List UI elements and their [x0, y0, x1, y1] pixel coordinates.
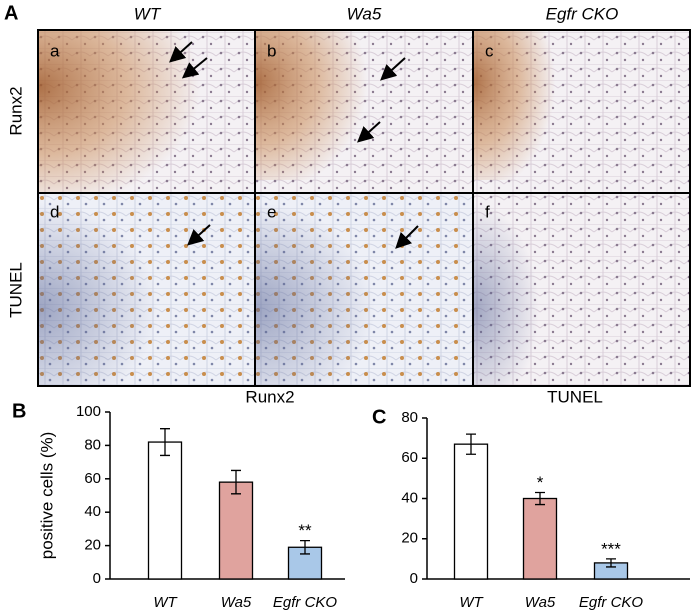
column-header: Wa5 [347, 4, 382, 23]
x-tick-label: WT [153, 594, 178, 611]
subpanel-label: a [50, 41, 60, 60]
chart-title: Runx2 [245, 387, 294, 406]
panel-label: C [372, 406, 386, 428]
y-tick-label: 40 [84, 503, 101, 520]
error-bar [535, 491, 545, 506]
subpanel-label: b [267, 41, 276, 60]
micrographs [37, 29, 691, 387]
subpanel-label: c [485, 41, 494, 60]
bar [453, 443, 489, 580]
y-tick-label: 80 [84, 436, 101, 453]
significance-marker: ** [298, 521, 312, 540]
significance-marker: *** [601, 539, 621, 558]
bar [147, 441, 183, 580]
y-tick-label: 0 [93, 570, 101, 587]
column-header: Egfr CKO [546, 4, 619, 23]
bar [522, 497, 558, 580]
x-tick-label: Wa5 [525, 594, 556, 611]
y-tick-label: 20 [84, 537, 101, 554]
arrows [169, 41, 419, 249]
x-tick-label: Egfr CKO [579, 594, 644, 611]
chart-title: TUNEL [547, 387, 603, 406]
x-tick-label: WT [459, 594, 484, 611]
error-bar [160, 428, 170, 457]
y-axis-label: positive cells (%) [37, 432, 56, 560]
y-tick-label: 100 [76, 403, 101, 420]
y-tick-label: 40 [401, 489, 418, 506]
error-bar [466, 433, 476, 455]
row-label: TUNEL [6, 262, 25, 318]
y-tick-label: 80 [401, 409, 418, 426]
y-tick-label: 60 [84, 470, 101, 487]
y-tick-label: 60 [401, 449, 418, 466]
panel-label: B [12, 400, 26, 422]
error-bar [606, 558, 616, 568]
column-header: WT [134, 4, 162, 23]
x-tick-label: Wa5 [221, 594, 252, 611]
significance-marker: * [537, 473, 544, 492]
x-tick-label: Egfr CKO [273, 594, 338, 611]
error-bar [231, 469, 241, 495]
bar [218, 481, 254, 580]
row-label: Runx2 [6, 86, 25, 135]
error-bar [300, 539, 310, 555]
y-tick-label: 20 [401, 530, 418, 547]
subpanel-label: e [267, 202, 276, 221]
panel-label: A [4, 2, 18, 24]
subpanel-label: d [50, 202, 59, 221]
y-tick-label: 0 [410, 570, 418, 587]
subpanel-label: f [485, 202, 490, 221]
